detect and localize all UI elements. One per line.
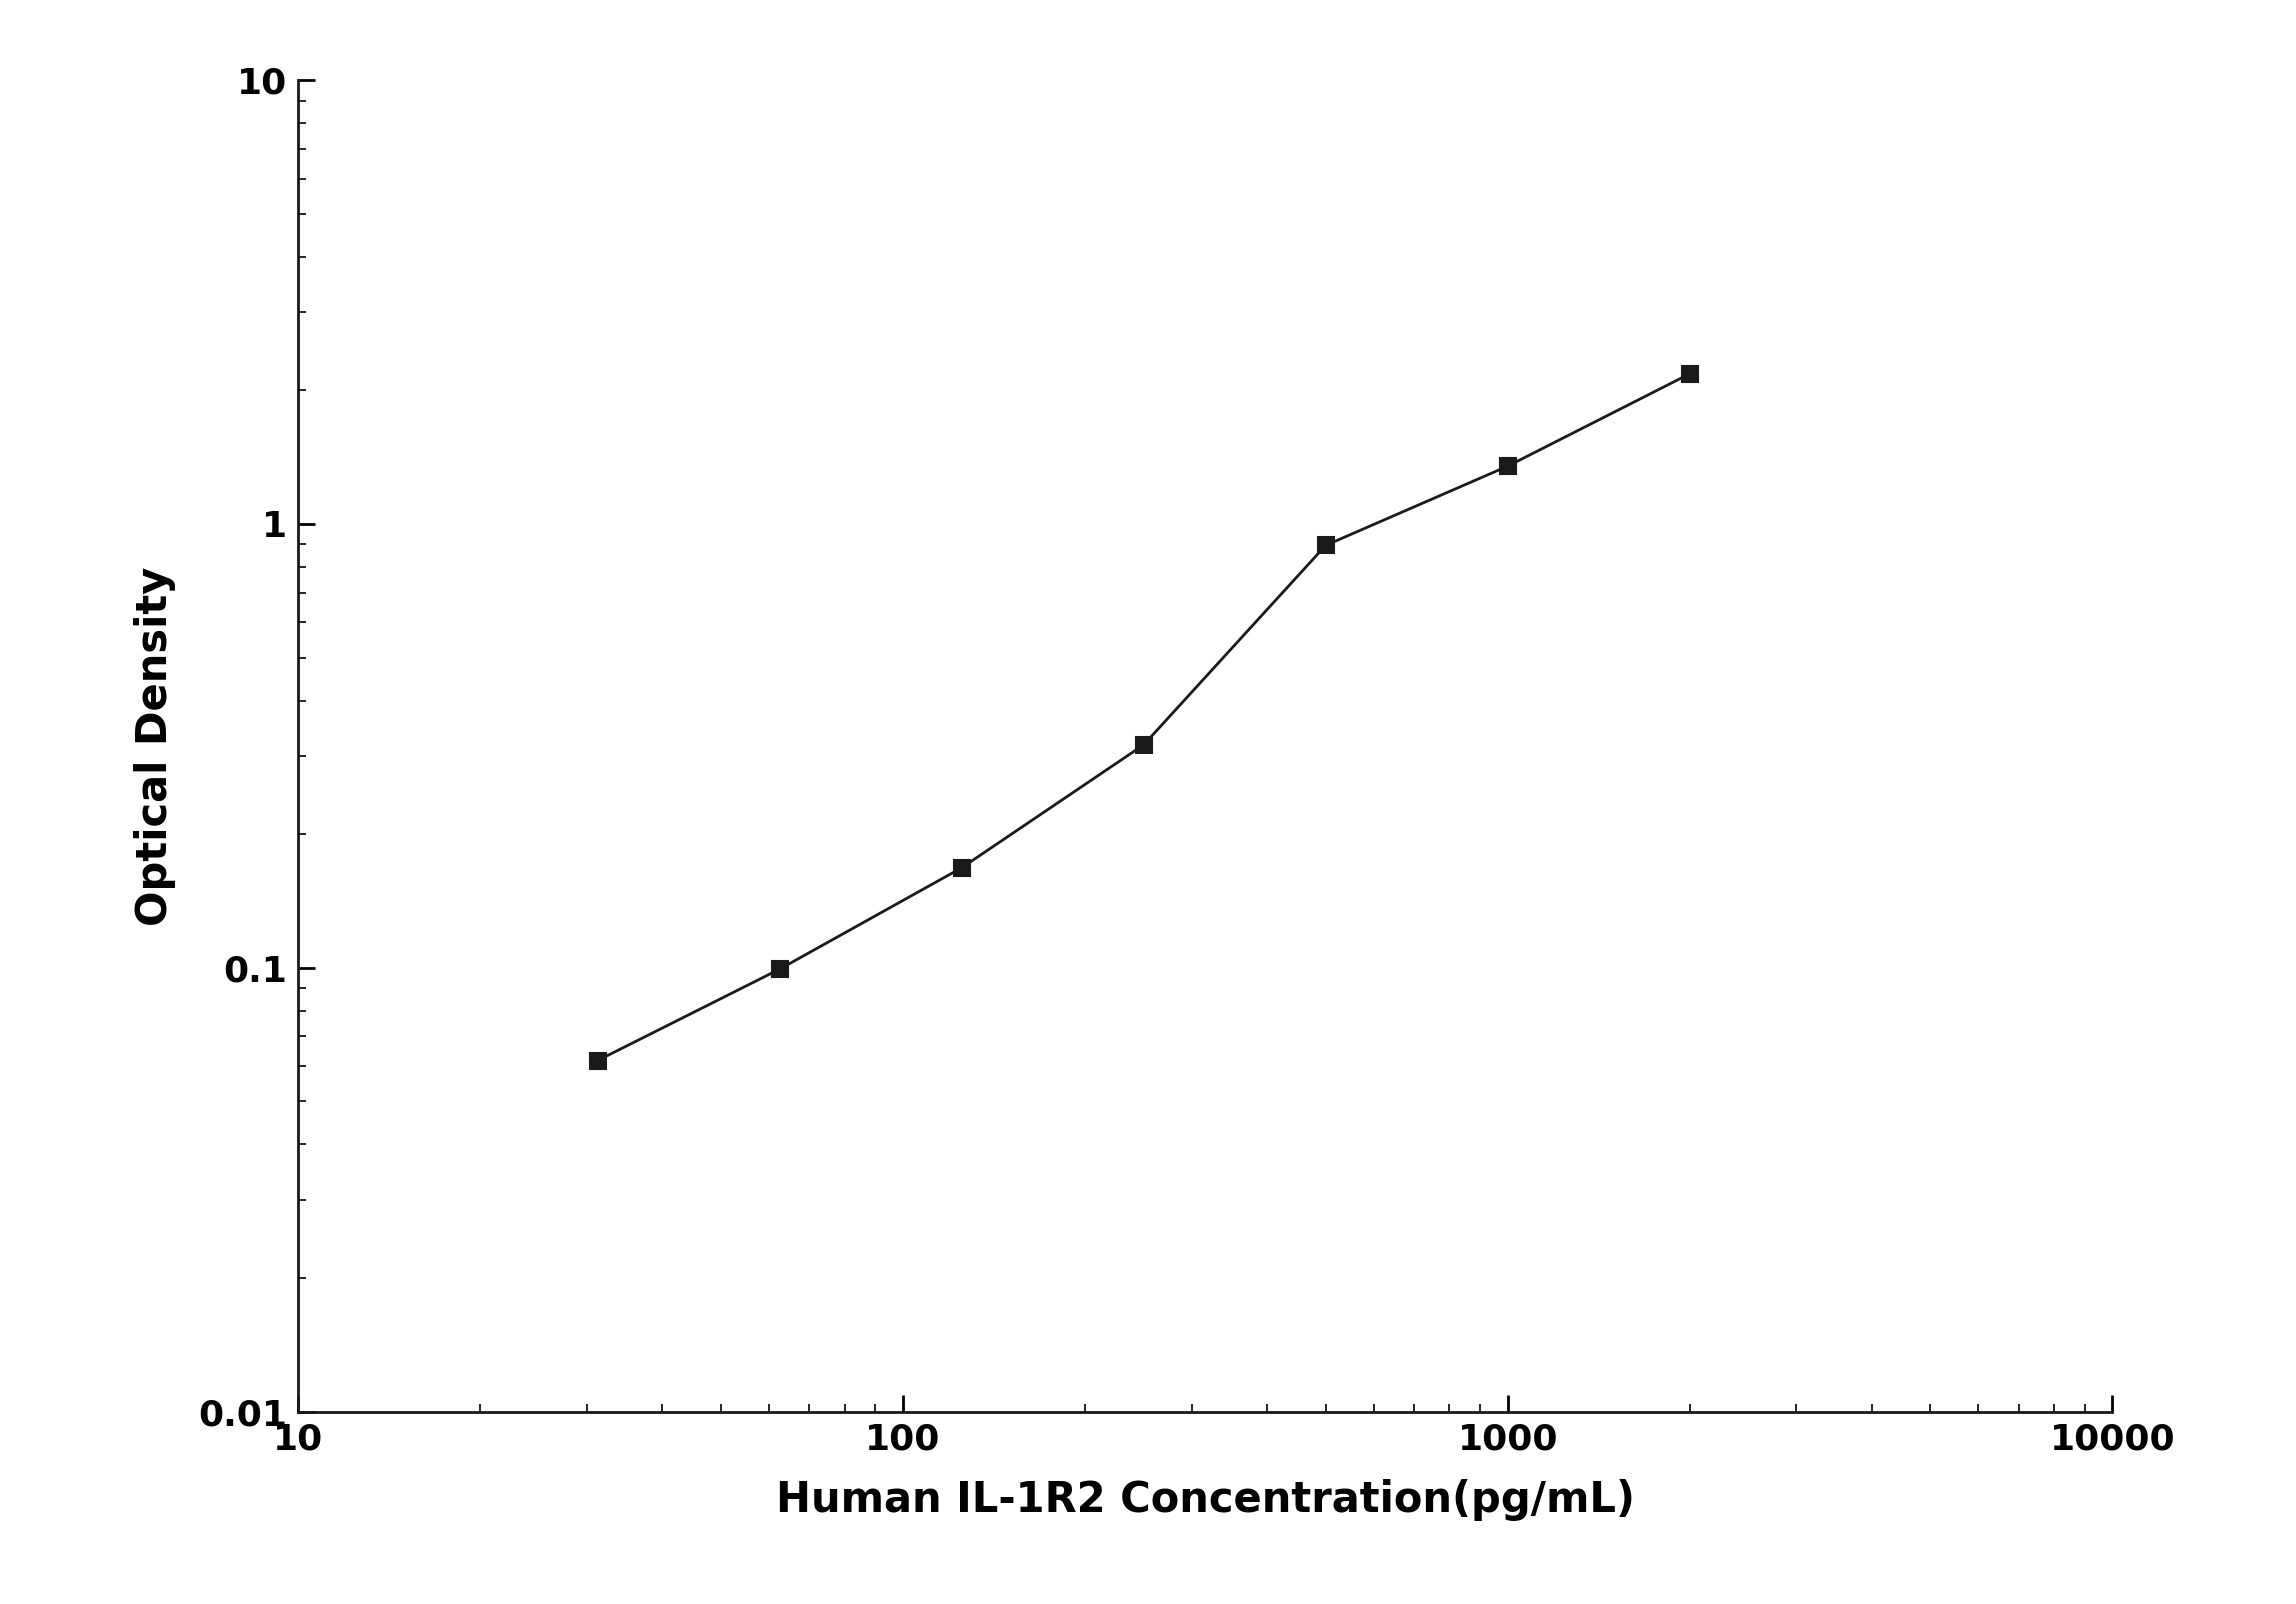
X-axis label: Human IL-1R2 Concentration(pg/mL): Human IL-1R2 Concentration(pg/mL): [776, 1479, 1635, 1521]
Y-axis label: Optical Density: Optical Density: [133, 566, 177, 926]
